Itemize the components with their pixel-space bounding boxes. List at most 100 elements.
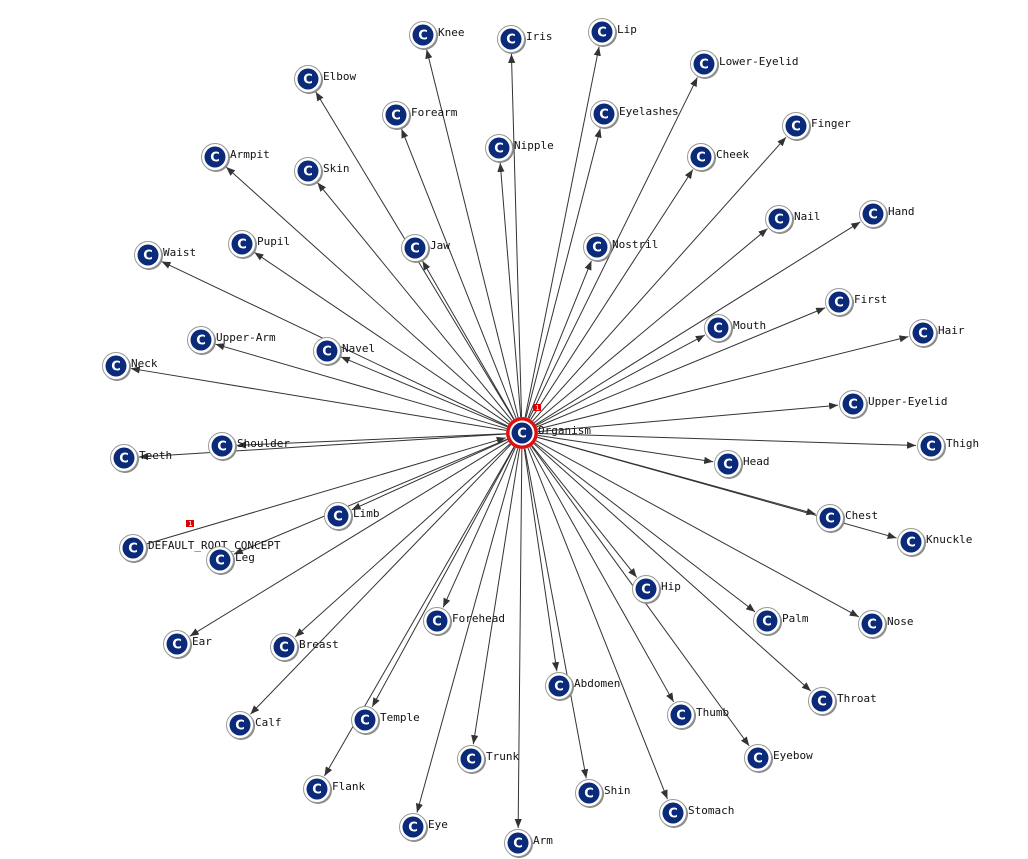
node-nostril[interactable]: C Nostril (583, 233, 659, 263)
node-flank[interactable]: C Flank (303, 775, 366, 805)
edge-navel[interactable] (340, 356, 508, 428)
edge-knee[interactable] (425, 49, 519, 418)
node-shoulder[interactable]: C Shoulder (208, 432, 291, 462)
edge-nail[interactable] (533, 228, 768, 424)
node-shin[interactable]: C Shin (575, 779, 631, 809)
edge-finger[interactable] (532, 136, 787, 422)
node-abdomen[interactable]: C Abdomen (545, 672, 621, 702)
edge-teeth[interactable] (138, 433, 507, 461)
node-lower-eyelid[interactable]: C Lower-Eyelid (690, 50, 799, 80)
edge-skin[interactable] (317, 182, 513, 421)
edge-temple[interactable] (371, 446, 515, 708)
edge-palm[interactable] (534, 442, 756, 613)
node-pupil[interactable]: C Pupil (228, 230, 291, 260)
node-navel[interactable]: C Navel (313, 337, 376, 367)
edge-thigh[interactable] (537, 433, 917, 449)
node-upper-eyelid[interactable]: C Upper-Eyelid (839, 390, 948, 420)
edge-shin[interactable] (524, 448, 589, 779)
node-first[interactable]: C First (825, 288, 888, 318)
edge-eyelashes[interactable] (525, 128, 602, 418)
node-nipple[interactable]: C Nipple (485, 134, 554, 164)
edge-trunk[interactable] (471, 448, 521, 745)
edge-neck[interactable] (130, 366, 507, 431)
node-jaw[interactable]: C Jaw (401, 234, 451, 264)
node-head[interactable]: C Head (714, 450, 770, 480)
node-stomach[interactable]: C Stomach (659, 799, 735, 829)
edge-nostril[interactable] (527, 260, 592, 419)
node-hand[interactable]: C Hand (859, 200, 915, 230)
edge-throat[interactable] (533, 443, 812, 692)
node-chest[interactable]: C Chest (816, 504, 879, 534)
edge-armpit[interactable] (225, 166, 511, 423)
root-badge[interactable]: 1 (533, 404, 541, 412)
edge-head[interactable] (537, 434, 714, 464)
edge-mouth[interactable] (535, 334, 706, 426)
node-eyelashes[interactable]: C Eyelashes (590, 100, 679, 130)
edge-ear[interactable] (189, 440, 509, 637)
node-trunk[interactable]: C Trunk (457, 745, 520, 775)
edge-pupil[interactable] (254, 251, 510, 425)
node-thumb[interactable]: C Thumb (667, 701, 730, 731)
edge-limb[interactable] (351, 439, 508, 511)
node-ear[interactable]: C Ear (163, 630, 213, 660)
node-nail[interactable]: C Nail (765, 205, 821, 235)
edge-lower-eyelid[interactable] (528, 77, 698, 419)
edge-upper-eyelid[interactable] (537, 402, 839, 433)
edge-jaw[interactable] (422, 260, 515, 420)
node-lip[interactable]: C Lip (588, 18, 637, 48)
edge-lip[interactable] (524, 46, 601, 418)
node-arm[interactable]: C Arm (504, 829, 554, 859)
node-neck[interactable]: C Neck (102, 352, 158, 382)
node-waist[interactable]: C Waist (134, 241, 197, 271)
node-mouth[interactable]: C Mouth (704, 314, 767, 344)
edge-upper-arm[interactable] (215, 343, 507, 430)
edge-shoulder[interactable] (236, 433, 507, 449)
edge-stomach[interactable] (527, 447, 668, 800)
node-knuckle[interactable]: C Knuckle (897, 528, 973, 558)
node-breast[interactable]: C Breast (270, 633, 339, 663)
node-skin[interactable]: C Skin (294, 157, 350, 187)
edge-nipple[interactable] (497, 162, 522, 418)
edge-eye[interactable] (415, 448, 519, 813)
node-limb[interactable]: C Limb (324, 502, 380, 532)
node-armpit[interactable]: C Armpit (201, 143, 270, 173)
edge-abdomen[interactable] (523, 448, 560, 672)
node-throat[interactable]: C Throat (808, 687, 877, 717)
edge-thumb[interactable] (529, 446, 675, 703)
edge-first[interactable] (536, 307, 826, 428)
node-default-root-concept[interactable]: C DEFAULT_ROOT_CONCEPT (119, 534, 281, 564)
node-teeth[interactable]: C Teeth (110, 444, 173, 474)
edge-arm[interactable] (514, 448, 523, 829)
node-hip[interactable]: C Hip (632, 575, 681, 605)
node-elbow[interactable]: C Elbow (294, 65, 357, 95)
edge-default-root-concept[interactable] (146, 436, 506, 545)
edge-calf[interactable] (250, 444, 512, 715)
edge-hair[interactable] (537, 335, 909, 430)
node-nose[interactable]: C Nose (858, 610, 914, 640)
edge-hip[interactable] (531, 445, 638, 578)
node-hair[interactable]: C Hair (909, 319, 965, 349)
edge-cheek[interactable] (530, 169, 694, 420)
node-cheek[interactable]: C Cheek (687, 143, 750, 173)
node-palm[interactable]: C Palm (753, 607, 809, 637)
node-leg[interactable]: C Leg (206, 546, 255, 576)
node-calf[interactable]: C Calf (226, 711, 282, 741)
edge-hand[interactable] (535, 221, 861, 425)
edge-nose[interactable] (535, 440, 860, 618)
node-thigh[interactable]: C Thigh (917, 432, 980, 462)
node-iris[interactable]: C Iris (497, 25, 553, 55)
edge-breast[interactable] (294, 443, 511, 638)
node-eye[interactable]: C Eye (399, 813, 448, 843)
node-finger[interactable]: C Finger (782, 112, 852, 142)
parent-badge[interactable]: 1 (186, 520, 194, 528)
node-upper-arm[interactable]: C Upper-Arm (187, 326, 276, 356)
node-knee[interactable]: C Knee (409, 21, 465, 51)
node-organism[interactable]: C Organism (506, 417, 591, 449)
node-forearm[interactable]: C Forearm (382, 101, 458, 131)
node-forehead[interactable]: C Forehead (423, 607, 505, 637)
node-eyebow[interactable]: C Eyebow (744, 744, 814, 774)
edge-forearm[interactable] (401, 128, 517, 419)
edge-forehead[interactable] (442, 447, 516, 608)
